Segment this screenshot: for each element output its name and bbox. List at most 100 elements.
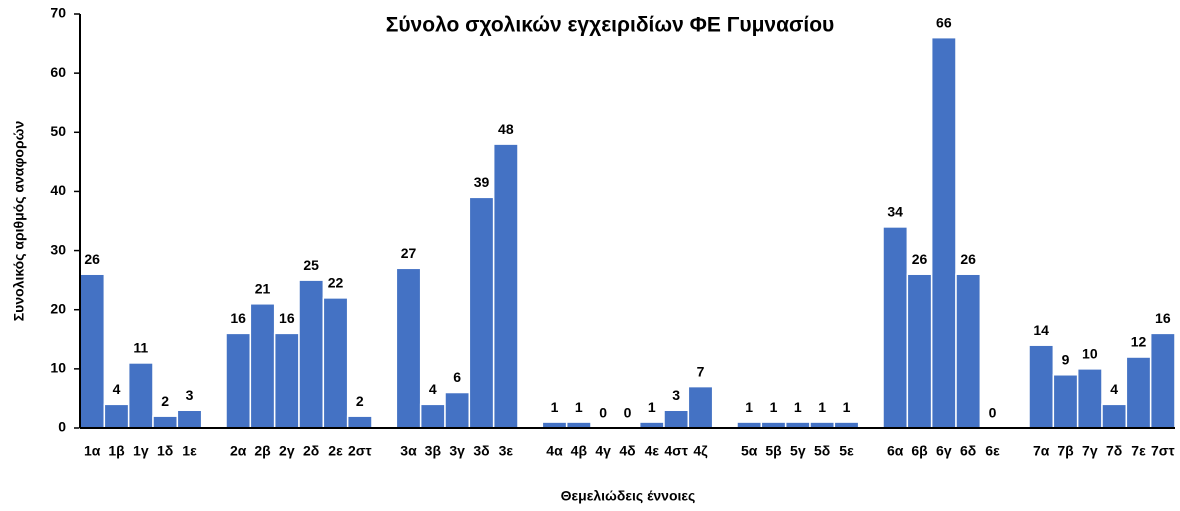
bar xyxy=(1052,374,1079,429)
bar xyxy=(419,403,446,429)
y-tick-label: 40 xyxy=(50,182,66,198)
data-label: 4 xyxy=(113,381,121,397)
data-label: 16 xyxy=(279,310,295,326)
x-tick-label: 7α xyxy=(1033,443,1050,459)
bar xyxy=(79,273,106,429)
y-axis-label: Συνολικός αριθμός αναφορών xyxy=(11,121,27,322)
x-tick-label: 5δ xyxy=(814,443,830,459)
data-label: 48 xyxy=(498,121,514,137)
bar xyxy=(468,196,495,429)
x-tick-label: 2β xyxy=(254,443,271,459)
x-tick-label: 4ζ xyxy=(693,443,708,459)
data-label: 7 xyxy=(697,363,705,379)
x-tick-label: 5β xyxy=(765,443,782,459)
bar xyxy=(225,332,252,429)
data-label: 1 xyxy=(818,399,826,415)
x-tick-label: 1β xyxy=(108,443,125,459)
bar xyxy=(152,415,179,429)
data-label: 34 xyxy=(887,204,903,220)
x-tick-label: 6ε xyxy=(985,443,1000,459)
data-label: 3 xyxy=(186,387,194,403)
data-label: 10 xyxy=(1082,346,1098,362)
data-label: 2 xyxy=(161,393,169,409)
data-label: 16 xyxy=(1155,310,1171,326)
bar xyxy=(444,391,471,429)
bar xyxy=(663,409,690,429)
x-tick-label: 3α xyxy=(400,443,417,459)
x-tick-label: 4στ xyxy=(664,443,688,459)
x-tick-label: 5γ xyxy=(790,443,806,459)
bar xyxy=(103,403,130,429)
x-tick-label: 3δ xyxy=(473,443,489,459)
x-tick-label: 2α xyxy=(230,443,247,459)
x-tick-label: 7ε xyxy=(1131,443,1146,459)
bar xyxy=(346,415,373,429)
data-label: 2 xyxy=(356,393,364,409)
data-label: 39 xyxy=(474,174,490,190)
x-tick-label: 3ε xyxy=(499,443,514,459)
data-label: 3 xyxy=(672,387,680,403)
bar xyxy=(298,279,325,429)
y-tick-label: 20 xyxy=(50,300,66,316)
x-tick-label: 6δ xyxy=(960,443,976,459)
data-label: 26 xyxy=(84,251,100,267)
data-label: 1 xyxy=(648,399,656,415)
data-label: 14 xyxy=(1033,322,1049,338)
data-label: 0 xyxy=(599,405,607,421)
x-tick-label: 2ε xyxy=(328,443,343,459)
x-tick-label: 4α xyxy=(546,443,563,459)
data-label: 1 xyxy=(770,399,778,415)
data-label: 26 xyxy=(912,251,928,267)
data-label: 1 xyxy=(843,399,851,415)
x-tick-label: 6γ xyxy=(936,443,952,459)
bar xyxy=(176,409,203,429)
x-tick-label: 4δ xyxy=(619,443,635,459)
data-label: 6 xyxy=(453,369,461,385)
x-tick-label: 1α xyxy=(84,443,101,459)
x-axis-label: Θεμελιώδεις έννοιες xyxy=(561,488,696,504)
data-label: 27 xyxy=(401,245,417,261)
bar xyxy=(930,36,957,429)
y-tick-label: 0 xyxy=(58,419,66,435)
bar xyxy=(249,303,276,429)
x-tick-label: 5ε xyxy=(839,443,854,459)
x-tick-label: 4β xyxy=(571,443,588,459)
bar xyxy=(906,273,933,429)
data-label: 4 xyxy=(1110,381,1118,397)
x-tick-label: 6β xyxy=(911,443,928,459)
y-tick-label: 50 xyxy=(50,123,66,139)
data-label: 12 xyxy=(1131,334,1147,350)
y-tick-label: 70 xyxy=(50,5,66,21)
x-tick-label: 7γ xyxy=(1082,443,1098,459)
bar xyxy=(273,332,300,429)
data-label: 0 xyxy=(989,405,997,421)
y-tick-label: 30 xyxy=(50,241,66,257)
x-tick-label: 3β xyxy=(425,443,442,459)
x-tick-label: 1δ xyxy=(157,443,173,459)
bar xyxy=(687,385,714,429)
data-label: 26 xyxy=(960,251,976,267)
bar xyxy=(322,297,349,429)
x-tick-label: 3γ xyxy=(449,443,465,459)
data-label: 16 xyxy=(230,310,246,326)
x-tick-label: 5α xyxy=(741,443,758,459)
data-label: 11 xyxy=(133,340,148,356)
data-label: 66 xyxy=(936,14,952,30)
data-label: 1 xyxy=(745,399,753,415)
bar xyxy=(1149,332,1176,429)
bar xyxy=(127,362,154,429)
chart-title: Σύνολο σχολικών εγχειριδίων ΦΕ Γυμνασίου xyxy=(386,14,835,37)
bar xyxy=(1125,356,1152,429)
x-tick-label: 2γ xyxy=(279,443,295,459)
bar xyxy=(882,226,909,429)
data-label: 22 xyxy=(328,275,344,291)
bar xyxy=(492,143,519,429)
y-tick-label: 60 xyxy=(50,64,66,80)
bar xyxy=(1028,344,1055,429)
data-label: 0 xyxy=(624,405,632,421)
x-tick-label: 7στ xyxy=(1151,443,1175,459)
bar xyxy=(1076,368,1103,429)
x-tick-label: 6α xyxy=(887,443,904,459)
x-tick-label: 4γ xyxy=(595,443,611,459)
x-tick-label: 7β xyxy=(1057,443,1074,459)
